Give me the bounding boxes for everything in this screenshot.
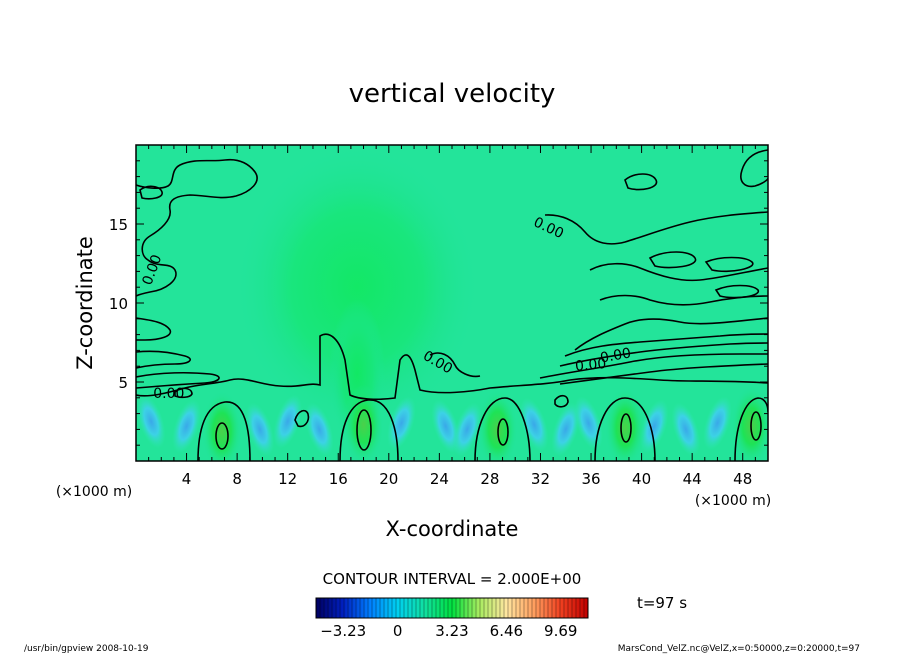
downdraft-region: [551, 402, 581, 457]
contour-updraft-1-inner: [215, 422, 229, 450]
contour-updraft-4-outer: [594, 397, 656, 461]
contour-right-mid-6: [539, 353, 768, 379]
x-unit-right: (×1000 m): [695, 493, 771, 509]
downdraft-region: [387, 396, 416, 450]
contour-updraft-5-outer: [734, 397, 768, 461]
contour-updraft-2-outer: [339, 399, 399, 461]
contour-interval-text: CONTOUR INTERVAL = 2.000E+00: [323, 570, 582, 588]
colorbar-frame: [315, 597, 589, 619]
y-axis-ticks: 5 10 15: [109, 144, 768, 462]
downdraft-region: [304, 402, 334, 457]
footer-right: MarsCond_VelZ.nc@VelZ,x=0:50000,z=0:2000…: [618, 644, 860, 654]
downdraft-region: [574, 396, 603, 450]
downdraft-region: [452, 402, 482, 457]
x-tick-label: 12: [278, 470, 297, 488]
x-tick-label: 20: [379, 470, 398, 488]
time-text: t=97 s: [637, 594, 687, 612]
contour-right-mid-5: [559, 342, 768, 367]
contour-updraft-3-outer: [474, 397, 531, 461]
colorbar-ticks: −3.23 0 3.23 6.46 9.69: [320, 622, 577, 640]
y-tick-label: 15: [109, 216, 128, 234]
contour-right-mid-1: [589, 262, 768, 282]
downdraft-region: [136, 394, 166, 449]
updraft-region: [605, 387, 646, 461]
contour-lines: [136, 149, 768, 461]
x-tick-label: 44: [683, 470, 702, 488]
x-tick-label: 32: [531, 470, 550, 488]
contour-right-small-1: [624, 173, 658, 191]
contour-label: 0.00: [153, 386, 184, 402]
contour-right-small-3: [714, 284, 759, 299]
footer-left: /usr/bin/gpview 2008-10-19: [24, 644, 149, 654]
chart-title: vertical velocity: [349, 79, 556, 109]
contour-updraft-4-inner: [620, 413, 632, 443]
colorbar-stripes: [315, 598, 585, 618]
contour-mid-left-1: [429, 352, 481, 378]
contour-right-mid-3: [574, 317, 768, 351]
x-tick-label: 48: [733, 470, 752, 488]
updraft-region: [343, 384, 384, 461]
x-tick-label: 36: [581, 470, 600, 488]
contour-right-upper-2: [740, 149, 768, 188]
downdraft-region: [431, 399, 461, 454]
downdraft-region: [519, 397, 549, 452]
contour-left-2: [136, 317, 172, 341]
downdraft-region: [703, 396, 732, 450]
x-tick-label: 16: [329, 470, 348, 488]
x-tick-label: 28: [480, 470, 499, 488]
downdraft-region: [273, 394, 303, 449]
contour-label: 0.00: [574, 356, 606, 375]
x-axis-title: X-coordinate: [386, 517, 519, 541]
x-tick-label: 8: [232, 470, 242, 488]
colorbar-tick-label: 3.23: [435, 622, 468, 640]
contour-small-a: [294, 409, 310, 428]
contour-updraft-3-inner: [497, 418, 509, 446]
y-tick-label: 5: [118, 374, 128, 392]
contour-left-tall: [136, 158, 258, 297]
contour-updraft-2-inner: [356, 409, 372, 451]
contour-left-3: [136, 350, 191, 369]
colorbar-tick-label: 9.69: [544, 622, 577, 640]
colorbar: −3.23 0 3.23 6.46 9.69: [315, 597, 589, 640]
contour-small-b: [174, 387, 193, 399]
contour-small-c: [554, 394, 569, 408]
contour-right-small-4: [648, 251, 697, 269]
y-tick-label: 10: [109, 295, 128, 313]
contour-updraft-5-inner: [750, 411, 762, 441]
contour-updraft-1-outer: [197, 401, 251, 461]
contour-left-4: [136, 371, 220, 389]
x-tick-label: 40: [632, 470, 651, 488]
contour-right-mid-7: [559, 363, 768, 385]
contour-right-mid-4: [564, 333, 768, 357]
y-axis-title: Z-coordinate: [73, 236, 97, 370]
x-unit-left: (×1000 m): [56, 484, 132, 500]
colorbar-tick-label: 0: [393, 622, 403, 640]
contour-left-small: [139, 185, 163, 200]
plume-region: [237, 147, 478, 428]
x-tick-label: 24: [430, 470, 449, 488]
contour-right-mid-2: [599, 294, 768, 306]
updraft-region: [477, 389, 518, 461]
plot-field: 0.000.000.000.00 0.000.00: [136, 145, 768, 461]
colorbar-tick-label: −3.23: [320, 622, 366, 640]
contour-label: 0.00: [599, 345, 632, 366]
contour-right-upper-1: [544, 211, 768, 245]
contour-right-small-2: [704, 256, 754, 273]
downdraft-region: [671, 402, 701, 457]
downdraft-region: [639, 399, 669, 454]
field-blobs: [136, 147, 768, 461]
x-tick-label: 4: [182, 470, 192, 488]
downdraft-region: [245, 402, 275, 457]
downdraft-region: [172, 399, 201, 454]
colorbar-tick-label: 6.46: [490, 622, 523, 640]
x-axis-ticks: 4 8 12 16 20 24 28 32 36 40 44 48: [135, 145, 769, 488]
updraft-region: [731, 386, 768, 461]
